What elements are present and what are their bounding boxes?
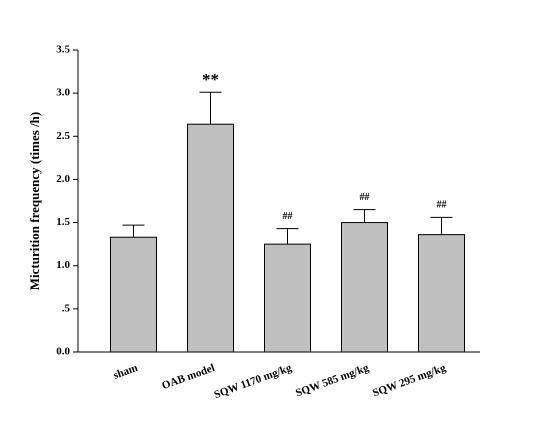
significance-label: ## (437, 200, 447, 211)
bar (418, 234, 465, 353)
significance-label: ** (202, 70, 219, 89)
bar (264, 243, 311, 353)
y-tick-label: 2.0 (56, 173, 70, 185)
y-tick-label: 2.5 (56, 130, 70, 142)
y-axis-label: Micturition frequency (times /h) (27, 112, 42, 290)
significance-label: ## (283, 211, 293, 222)
y-tick-label: 3.5 (56, 44, 70, 56)
x-tick-label: SQW 295 mg/kg (371, 362, 448, 400)
y-tick-label: 3.0 (56, 87, 70, 99)
bar (187, 123, 234, 353)
x-tick-label: sham (112, 362, 140, 382)
y-tick-label: 0.0 (56, 346, 70, 358)
bar (110, 236, 157, 353)
y-tick-label: 1.5 (56, 216, 70, 228)
x-tick-label: SQW 585 mg/kg (294, 362, 371, 400)
x-tick-label: OAB model (160, 362, 216, 392)
y-tick-label: .5 (62, 302, 71, 314)
y-tick-label: 1.0 (56, 259, 70, 271)
x-tick-label: SQW 1170 mg/kg (212, 362, 293, 401)
significance-label: ## (360, 192, 370, 203)
bar (341, 222, 388, 353)
